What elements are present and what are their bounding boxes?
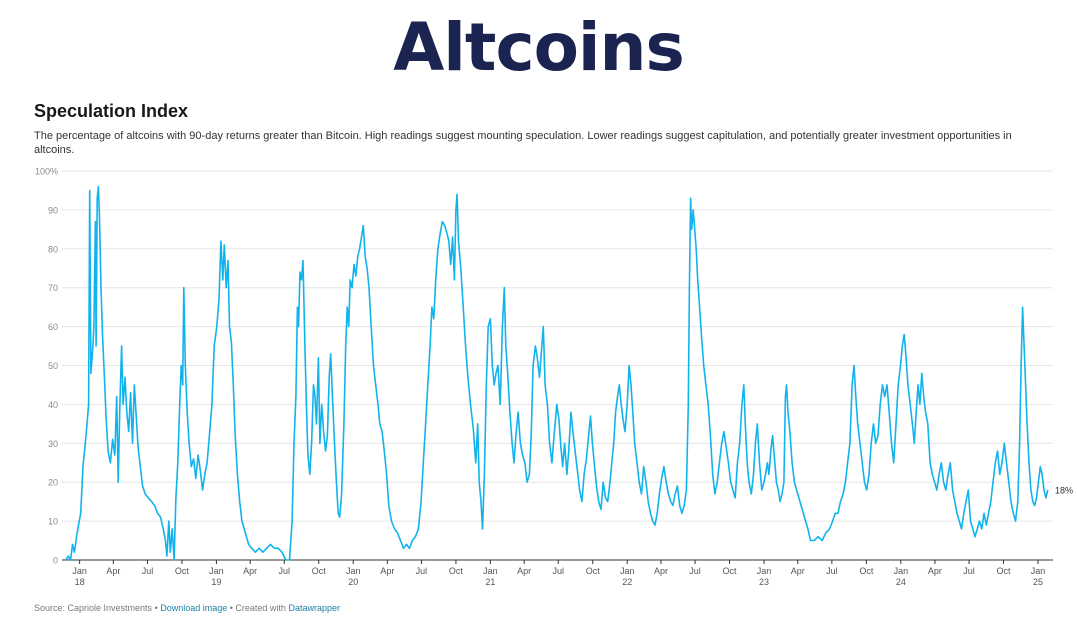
x-tick-label: Oct bbox=[997, 566, 1012, 576]
x-tick-label: Oct bbox=[449, 566, 464, 576]
x-tick-label: Apr bbox=[106, 566, 120, 576]
x-tick-label: Jan bbox=[620, 566, 635, 576]
x-tick-label: Oct bbox=[312, 566, 327, 576]
x-tick-label: Apr bbox=[928, 566, 942, 576]
x-tick-year-label: 18 bbox=[75, 577, 85, 587]
x-tick-label: Oct bbox=[859, 566, 874, 576]
x-tick-label: Apr bbox=[380, 566, 394, 576]
footer-separator: • bbox=[152, 603, 161, 613]
x-tick-label: Jul bbox=[279, 566, 291, 576]
x-tick-label: Oct bbox=[586, 566, 601, 576]
y-tick-label: 50 bbox=[48, 361, 58, 371]
x-tick-year-label: 19 bbox=[211, 577, 221, 587]
x-tick-label: Apr bbox=[791, 566, 805, 576]
x-tick-year-label: 25 bbox=[1033, 577, 1043, 587]
end-value-label: 18% bbox=[1055, 485, 1073, 495]
gridlines bbox=[62, 170, 1053, 561]
x-tick-label: Oct bbox=[723, 566, 738, 576]
x-tick-label: Jan bbox=[894, 566, 909, 576]
y-tick-label: 70 bbox=[48, 283, 58, 293]
x-tick-label: Jul bbox=[689, 566, 701, 576]
series-layer bbox=[65, 185, 1049, 561]
x-tick-year-label: 23 bbox=[759, 577, 769, 587]
y-tick-label: 90 bbox=[48, 205, 58, 215]
y-tick-label: 10 bbox=[48, 517, 58, 527]
x-tick-label: Oct bbox=[175, 566, 190, 576]
y-tick-label: 40 bbox=[48, 400, 58, 410]
x-tick-year-label: 20 bbox=[348, 577, 358, 587]
y-tick-label: 100% bbox=[35, 167, 58, 177]
x-tick-label: Jul bbox=[142, 566, 154, 576]
x-tick-label: Jul bbox=[552, 566, 564, 576]
x-tick-label: Apr bbox=[517, 566, 531, 576]
x-tick-year-label: 22 bbox=[622, 577, 632, 587]
chart-title: Speculation Index bbox=[34, 101, 189, 121]
created-with-text: • Created with bbox=[227, 603, 289, 613]
y-tick-label: 30 bbox=[48, 439, 58, 449]
y-tick-label: 60 bbox=[48, 322, 58, 332]
x-tick-label: Apr bbox=[654, 566, 668, 576]
y-axis: 0 10 20 30 40 50 60 70 80 90 100% bbox=[35, 167, 58, 566]
x-tick-label: Jan bbox=[1031, 566, 1046, 576]
x-tick-label: Jan bbox=[209, 566, 224, 576]
y-tick-label: 20 bbox=[48, 478, 58, 488]
chart-footer: Source: Capriole Investments • Download … bbox=[34, 603, 340, 613]
download-image-link[interactable]: Download image bbox=[160, 603, 228, 613]
x-tick-year-label: 24 bbox=[896, 577, 906, 587]
x-tick-label: Apr bbox=[243, 566, 257, 576]
x-tick-label: Jul bbox=[416, 566, 428, 576]
datawrapper-link[interactable]: Datawrapper bbox=[288, 603, 340, 613]
source-text: Source: Capriole Investments bbox=[34, 603, 153, 613]
chart-subtitle: The percentage of altcoins with 90-day r… bbox=[34, 130, 1012, 156]
x-tick-label: Jan bbox=[757, 566, 772, 576]
x-tick-label: Jan bbox=[483, 566, 498, 576]
y-tick-label: 0 bbox=[53, 556, 58, 566]
end-label-layer: 18% bbox=[1055, 485, 1073, 495]
x-tick-label: Jan bbox=[72, 566, 87, 576]
x-tick-label: Jul bbox=[963, 566, 975, 576]
x-tick-label: Jan bbox=[346, 566, 361, 576]
speculation-index-line bbox=[65, 185, 1049, 561]
x-tick-label: Jul bbox=[826, 566, 838, 576]
y-tick-label: 80 bbox=[48, 244, 58, 254]
page-hero-title: Altcoins bbox=[393, 9, 685, 86]
x-tick-year-label: 21 bbox=[485, 577, 495, 587]
